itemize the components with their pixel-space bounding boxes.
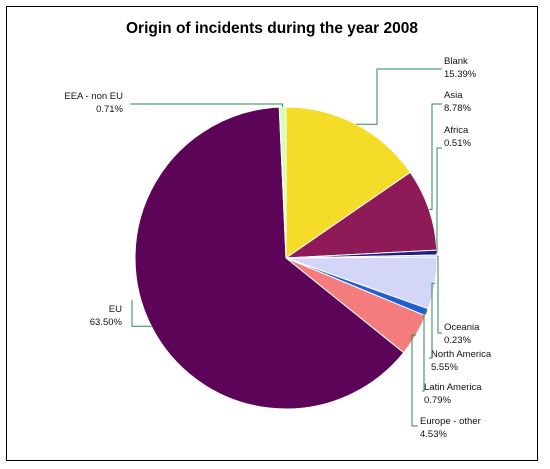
slice-label-latin-america: Latin America [424,382,482,393]
leader-line-latin-america [422,311,427,392]
leader-line-eea-non-eu [130,103,284,107]
slice-value-europe-other: 4.53% [420,429,447,440]
pie-slice-eu [134,106,405,410]
slice-label-eea-non-eu: EEA - non EU [64,91,123,102]
slice-value-latin-america: 0.79% [424,395,451,406]
leader-line-north-america [429,282,435,359]
leader-line-africa [436,147,442,254]
slice-label-europe-other: Europe - other [420,416,481,427]
leader-line-blank [356,68,442,125]
slice-value-africa: 0.51% [444,138,471,149]
chart-title: Origin of incidents during the year 2008 [126,20,418,37]
pie-slice-blank [285,106,412,259]
slice-label-asia: Asia [444,90,463,101]
leader-line-asia [429,103,442,210]
slice-label-africa: Africa [444,125,469,136]
slice-label-blank: Blank [444,56,468,67]
slice-value-blank: 15.39% [444,69,477,80]
slice-value-eea-non-eu: 0.71% [96,104,123,115]
pie-slice-eea-non-eu [278,106,287,259]
slice-label-north-america: North America [431,349,492,360]
leader-line-europe-other [411,334,418,427]
slice-value-asia: 8.78% [444,103,471,114]
leader-line-eu [131,300,152,327]
slice-value-oceania: 0.23% [444,335,471,346]
slice-value-north-america: 5.55% [431,362,458,373]
leader-line-oceania [437,255,442,334]
slice-value-eu: 63.50% [90,317,123,328]
slice-label-eu: EU [109,304,122,315]
slice-label-oceania: Oceania [444,322,480,333]
